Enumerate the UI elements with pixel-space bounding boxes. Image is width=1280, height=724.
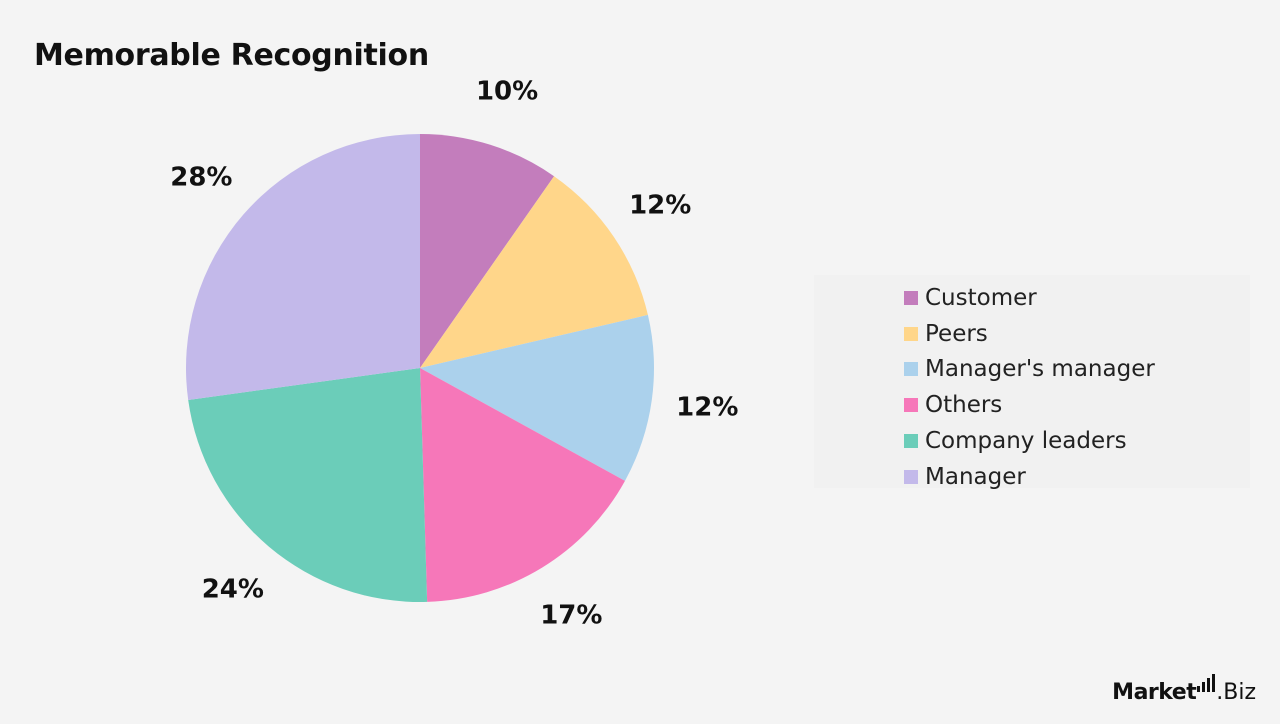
brand-logo: Market .Biz	[1112, 670, 1256, 704]
legend-label: Customer	[925, 284, 1037, 311]
legend-swatch	[904, 362, 918, 377]
legend-label: Manager's manager	[925, 356, 1155, 383]
legend-item: Manager	[814, 459, 1250, 495]
pie-label-manager-s-manager: 12%	[676, 393, 738, 423]
pie-slice-peers	[420, 176, 648, 368]
legend-item: Others	[814, 387, 1250, 423]
pie-label-others: 17%	[540, 600, 602, 630]
legend-label: Others	[925, 392, 1003, 419]
legend-item: Company leaders	[814, 423, 1250, 459]
legend-item: Peers	[814, 316, 1250, 352]
legend-swatch	[904, 290, 918, 305]
brand-name-left: Market	[1112, 680, 1197, 705]
pie-slice-company-leaders	[188, 368, 428, 602]
legend-item: Customer	[814, 280, 1250, 316]
pie-label-peers: 12%	[629, 191, 691, 221]
chart-title: Memorable Recognition	[34, 38, 429, 73]
pie-chart: 10% 12% 12% 17% 24% 28%	[170, 76, 738, 630]
legend-label: Company leaders	[925, 428, 1127, 455]
brand-bars-icon	[1197, 670, 1216, 692]
legend-swatch	[904, 398, 918, 413]
pie-slice-manager-s-manager	[420, 314, 654, 481]
legend-label: Peers	[925, 320, 988, 347]
pie-slice-manager	[186, 133, 420, 401]
pie-slice-others	[420, 368, 625, 602]
legend-swatch	[904, 469, 918, 484]
brand-name-right: .Biz	[1216, 680, 1256, 705]
legend-item: Manager's manager	[814, 352, 1250, 388]
legend-swatch	[904, 434, 918, 449]
pie-slice-customer	[420, 134, 555, 368]
pie-chart-area: 10% 12% 12% 17% 24% 28%	[170, 76, 738, 630]
chart-legend: Customer Peers Manager's manager Others Comp…	[814, 275, 1250, 490]
pie-label-company-leaders: 24%	[202, 575, 264, 605]
legend-label: Manager	[925, 463, 1026, 490]
pie-label-manager: 28%	[170, 162, 232, 192]
legend-swatch	[904, 326, 918, 341]
pie-label-customer: 10%	[476, 76, 538, 106]
